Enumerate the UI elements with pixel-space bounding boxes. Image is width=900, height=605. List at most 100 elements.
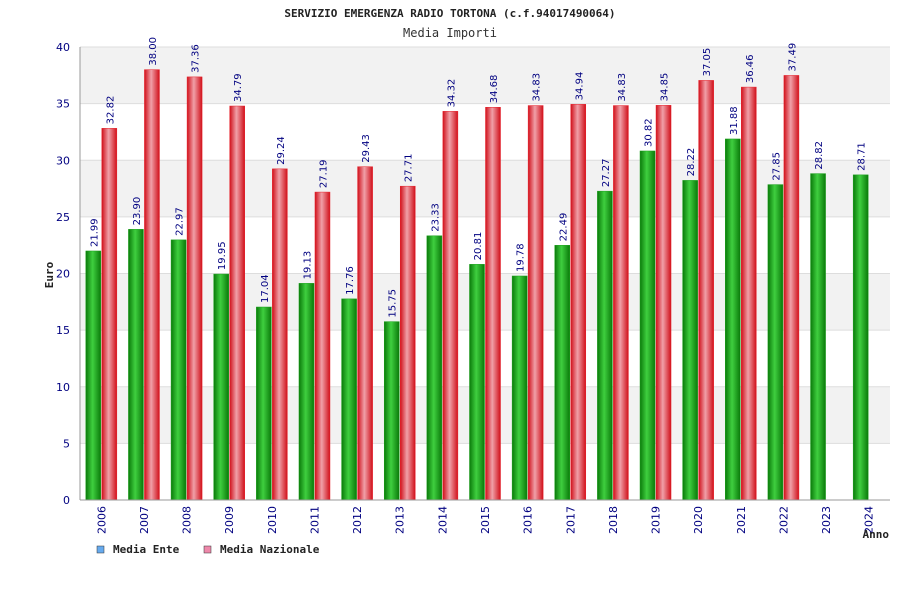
bar-media-nazionale — [186, 76, 203, 501]
data-label: 23.90 — [132, 197, 143, 226]
x-tick-label: 2012 — [351, 506, 364, 534]
y-tick-label: 15 — [56, 324, 70, 337]
x-tick-label: 2023 — [820, 506, 833, 534]
data-label: 34.68 — [489, 75, 500, 104]
legend-swatch-ente — [96, 545, 105, 554]
bar-media-ente — [85, 250, 102, 501]
y-tick-label: 35 — [56, 98, 70, 111]
bar-media-nazionale — [698, 80, 714, 501]
chart-subtitle: Media Importi — [403, 26, 497, 40]
data-label: 34.79 — [233, 73, 244, 102]
data-label: 21.99 — [89, 218, 100, 247]
data-label: 28.22 — [686, 148, 697, 177]
data-label: 37.05 — [702, 48, 713, 77]
data-label: 17.76 — [345, 266, 356, 295]
bar-media-nazionale — [144, 69, 160, 501]
bar-media-nazionale — [485, 106, 501, 501]
data-label: 34.94 — [574, 72, 585, 101]
data-label: 34.83 — [617, 73, 628, 102]
data-label: 37.36 — [191, 44, 202, 73]
x-tick-label: 2010 — [266, 506, 279, 534]
bar-media-ente — [383, 321, 400, 501]
bar-media-nazionale — [314, 191, 331, 501]
legend-label-nazionale: Media Nazionale — [220, 543, 320, 556]
data-label: 29.24 — [276, 136, 287, 165]
data-label: 28.82 — [814, 141, 825, 170]
bar-media-nazionale — [399, 185, 416, 501]
bar-media-ente — [426, 235, 443, 501]
bar-media-ente — [170, 239, 187, 501]
data-label: 36.46 — [745, 54, 756, 83]
bar-media-ente — [298, 283, 315, 501]
data-label: 34.32 — [446, 79, 457, 108]
data-label: 31.88 — [729, 106, 740, 135]
bar-media-nazionale — [272, 168, 288, 501]
x-axis-label: Anno — [863, 528, 890, 541]
data-label: 34.83 — [532, 73, 543, 102]
bar-media-ente — [554, 245, 571, 501]
y-tick-label: 0 — [63, 494, 70, 507]
x-tick-label: 2020 — [692, 506, 705, 534]
bar-media-nazionale — [655, 105, 672, 501]
x-tick-label: 2013 — [394, 506, 407, 534]
x-tick-label: 2017 — [564, 506, 577, 534]
y-tick-label: 30 — [56, 154, 70, 167]
bar-media-nazionale — [613, 105, 629, 501]
y-tick-label: 10 — [56, 381, 70, 394]
data-label: 19.78 — [516, 243, 527, 272]
data-label: 23.33 — [430, 203, 441, 232]
x-tick-label: 2015 — [479, 506, 492, 534]
legend: Media Ente Media Nazionale — [96, 543, 320, 556]
data-label: 19.95 — [217, 241, 228, 270]
data-label: 28.71 — [857, 142, 868, 171]
data-labels: 21.99 23.90 22.97 19.95 17.04 19.13 17.76 15.75… — [89, 37, 867, 318]
bar-media-ente — [128, 229, 144, 501]
bar-media-nazionale — [570, 104, 587, 501]
bar-media-ente — [213, 273, 229, 501]
bar-media-ente — [725, 138, 741, 501]
y-tick-label: 40 — [56, 41, 70, 54]
data-label: 27.27 — [601, 159, 612, 188]
y-tick-label: 5 — [63, 437, 70, 450]
data-label: 15.75 — [388, 289, 399, 318]
data-label: 34.85 — [660, 73, 671, 102]
y-tick-label: 25 — [56, 211, 70, 224]
legend-swatch-nazionale — [203, 545, 212, 554]
legend-label-ente: Media Ente — [113, 543, 180, 556]
x-tick-label: 2021 — [735, 506, 748, 534]
bar-media-ente — [597, 190, 613, 501]
y-tick-label: 20 — [56, 268, 70, 281]
x-tick-label: 2018 — [607, 506, 620, 534]
bar-media-ente — [639, 150, 656, 501]
x-tick-label: 2016 — [522, 506, 535, 534]
data-label: 17.04 — [260, 274, 271, 303]
chart-title: SERVIZIO EMERGENZA RADIO TORTONA (c.f.94… — [284, 7, 615, 20]
bar-media-ente — [341, 298, 357, 501]
data-label: 22.97 — [175, 207, 186, 236]
x-tick-label: 2019 — [650, 506, 663, 534]
data-label: 19.13 — [302, 251, 313, 280]
x-tick-label: 2024 — [863, 506, 876, 534]
data-label: 37.49 — [787, 43, 798, 72]
x-axis-ticks: 2006 2007 2008 2009 2010 2011 2012 2013 2014 2015… — [95, 506, 875, 534]
bar-media-ente — [852, 174, 869, 501]
bar-media-nazionale — [101, 128, 118, 501]
data-label: 30.82 — [644, 118, 655, 147]
data-label: 29.43 — [361, 134, 372, 163]
bar-media-nazionale — [741, 86, 757, 501]
x-tick-label: 2014 — [436, 506, 449, 534]
data-label: 38.00 — [148, 37, 159, 66]
x-tick-label: 2009 — [223, 506, 236, 534]
bar-media-nazionale — [357, 166, 373, 501]
bar-media-nazionale — [442, 111, 459, 501]
x-tick-label: 2006 — [95, 506, 108, 534]
data-label: 20.81 — [473, 232, 484, 261]
bar-media-ente — [810, 173, 826, 501]
y-axis-ticks: 0 5 10 15 20 25 30 35 40 — [56, 41, 70, 507]
x-tick-label: 2011 — [308, 506, 321, 534]
data-label: 27.71 — [404, 154, 415, 183]
bar-media-ente — [511, 275, 528, 501]
data-label: 32.82 — [105, 96, 116, 125]
